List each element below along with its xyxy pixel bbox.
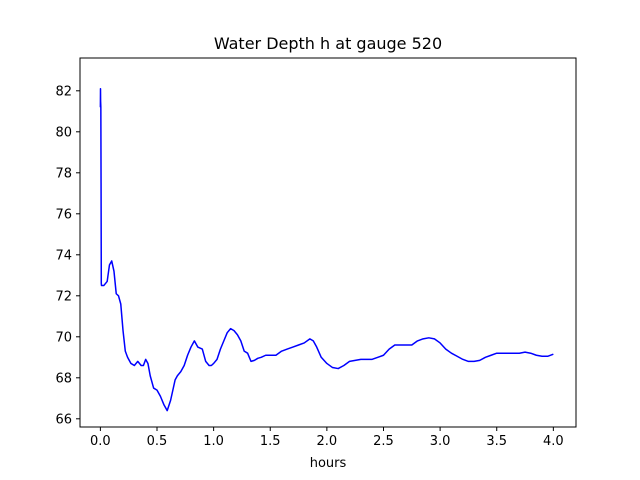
x-tick-label: 2.5 xyxy=(373,434,394,449)
x-axis-label: hours xyxy=(310,456,347,471)
x-tick-label: 3.5 xyxy=(486,434,507,449)
x-axis-ticks: 0.0 0.5 1.0 1.5 2.0 2.5 3.0 3.5 4.0 xyxy=(90,427,564,449)
x-tick-label: 1.0 xyxy=(203,434,224,449)
y-tick-label: 74 xyxy=(55,248,72,263)
series-line-0 xyxy=(99,88,554,412)
y-tick-label: 66 xyxy=(55,412,72,427)
x-tick-label: 0.5 xyxy=(147,434,168,449)
y-tick-label: 80 xyxy=(55,125,72,140)
y-tick-label: 78 xyxy=(55,166,72,181)
y-tick-label: 76 xyxy=(55,207,72,222)
y-axis-ticks: 66 68 70 72 74 76 78 80 82 xyxy=(55,84,80,427)
y-tick-label: 68 xyxy=(55,371,72,386)
chart-title: Water Depth h at gauge 520 xyxy=(214,34,442,53)
series-layer xyxy=(99,88,554,412)
x-tick-label: 3.0 xyxy=(430,434,451,449)
y-tick-label: 82 xyxy=(55,84,72,99)
x-tick-label: 4.0 xyxy=(543,434,564,449)
x-tick-label: 2.0 xyxy=(317,434,338,449)
x-tick-label: 1.5 xyxy=(260,434,281,449)
y-tick-label: 70 xyxy=(55,330,72,345)
plot-area-frame xyxy=(79,57,577,428)
y-tick-label: 72 xyxy=(55,289,72,304)
x-tick-label: 0.0 xyxy=(90,434,111,449)
